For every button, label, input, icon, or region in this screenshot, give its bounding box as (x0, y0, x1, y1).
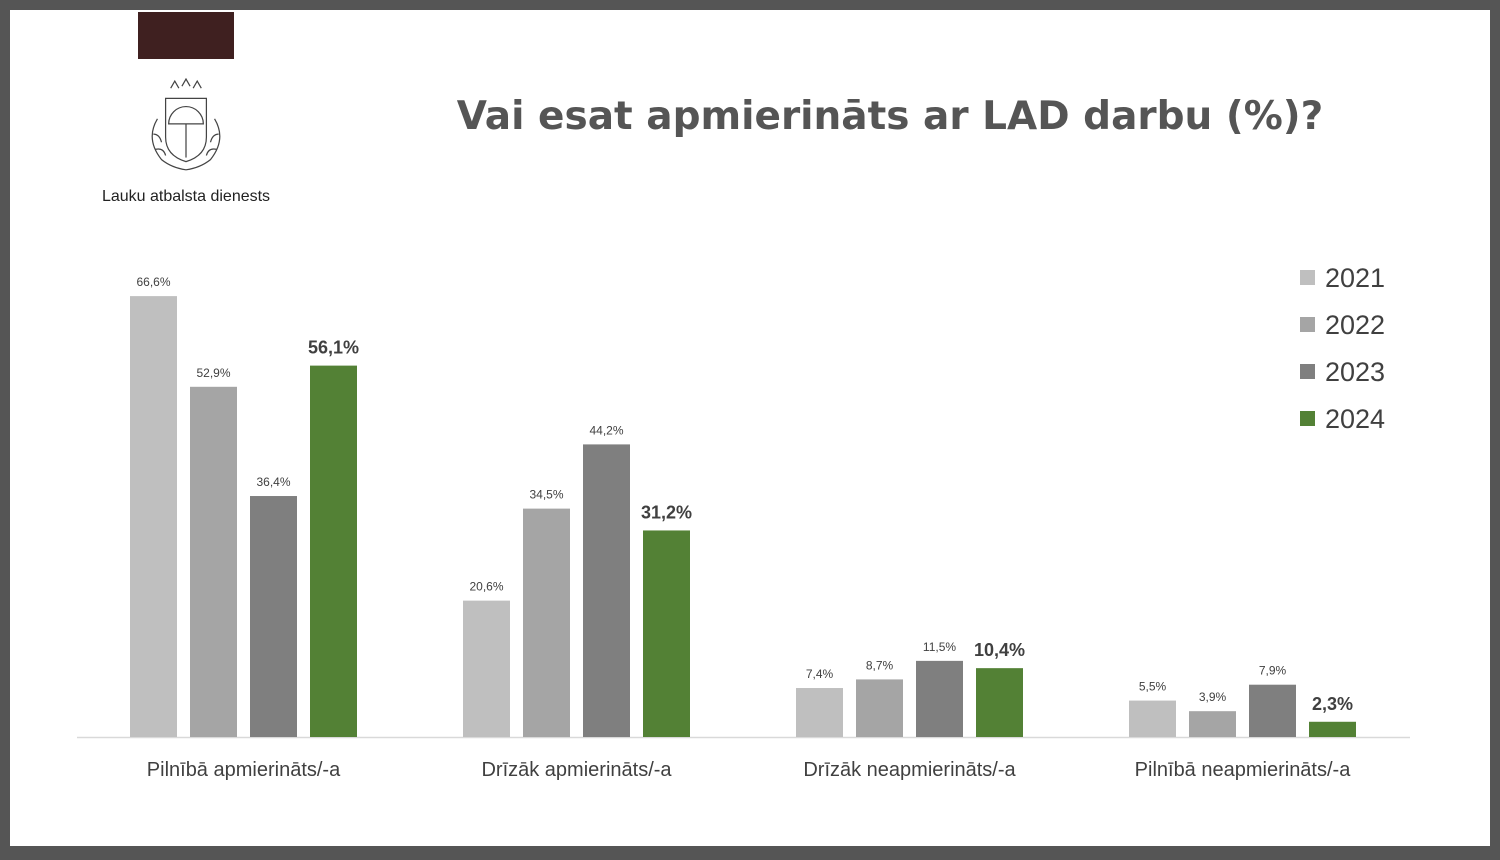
bar-2021 (463, 600, 510, 737)
bar-2022 (523, 508, 570, 737)
data-label-2022: 52,9% (196, 366, 230, 380)
data-label-2021: 7,4% (806, 667, 834, 681)
bar-2023 (916, 660, 963, 737)
legend-entry-2022: 2022 (1325, 310, 1385, 340)
chart-title: Vai esat apmierināts ar LAD darbu (%)? (456, 94, 1324, 139)
latvia-coat-of-arms-logo (151, 78, 221, 171)
bar-2023 (1249, 684, 1296, 737)
bar-2021 (1129, 700, 1176, 737)
bar-2022 (190, 386, 237, 737)
data-label-2022: 3,9% (1199, 690, 1227, 704)
legend-entry-2024: 2024 (1325, 404, 1385, 434)
data-label-2024: 2,3% (1312, 694, 1353, 714)
legend-entry-2021: 2021 (1325, 263, 1385, 293)
bar-2023 (583, 444, 630, 737)
data-label-2024: 31,2% (641, 502, 692, 522)
data-label-2021: 20,6% (469, 580, 503, 594)
bar-2022 (1189, 711, 1236, 737)
data-label-2023: 11,5% (923, 640, 956, 654)
legend-entry-2023: 2023 (1325, 357, 1385, 387)
x-tick-label: Pilnībā apmierināts/-a (147, 759, 341, 781)
data-label-2023: 36,4% (256, 475, 290, 489)
legend-swatch-2023 (1300, 364, 1315, 379)
legend-swatch-2022 (1300, 317, 1315, 332)
data-label-2021: 66,6% (136, 275, 170, 289)
bar-2024 (310, 365, 357, 737)
legend-swatch-2024 (1300, 411, 1315, 426)
data-label-2022: 8,7% (866, 658, 894, 672)
x-tick-label: Drīzāk apmierināts/-a (481, 759, 672, 781)
x-tick-label: Pilnībā neapmierināts/-a (1135, 759, 1352, 781)
bar-2024 (1309, 721, 1356, 737)
bar-2024 (643, 530, 690, 737)
data-label-2024: 56,1% (308, 338, 359, 358)
bar-2024 (976, 668, 1023, 737)
x-tick-label: Drīzāk neapmierināts/-a (803, 759, 1016, 781)
data-label-2023: 44,2% (589, 423, 623, 437)
data-label-2024: 10,4% (974, 640, 1025, 660)
bar-2023 (250, 496, 297, 737)
bar-2022 (856, 679, 903, 737)
data-label-2023: 7,9% (1259, 664, 1287, 678)
data-label-2021: 5,5% (1139, 680, 1167, 694)
legend-swatch-2021 (1300, 270, 1315, 285)
data-label-2022: 34,5% (529, 488, 563, 502)
brand-bar (138, 12, 234, 59)
organization-name: Lauku atbalsta dienests (101, 188, 271, 205)
bar-2021 (130, 296, 177, 737)
bar-2021 (796, 688, 843, 737)
